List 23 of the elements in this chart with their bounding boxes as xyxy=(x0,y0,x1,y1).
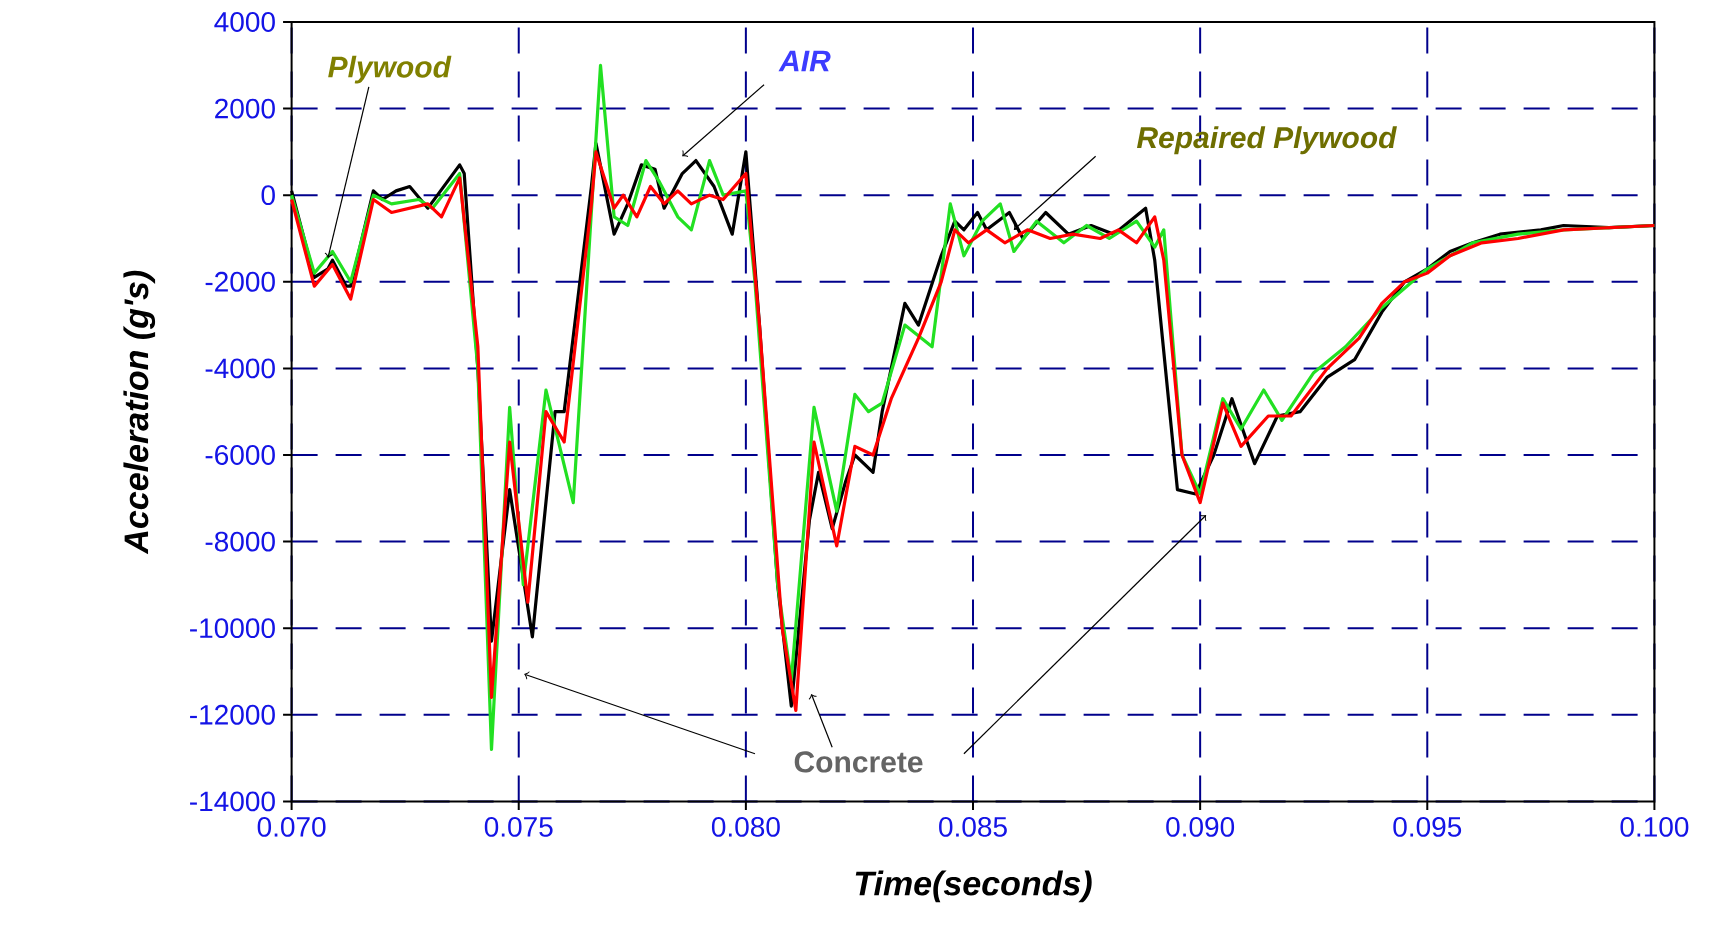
y-tick-label: -12000 xyxy=(190,704,275,725)
x-axis-title: Time(seconds) xyxy=(855,870,1092,903)
y-tick-label: -6000 xyxy=(205,445,275,465)
annotation: AIR xyxy=(778,50,831,72)
y-tick-label: -2000 xyxy=(205,271,275,292)
x-tick-label: 0.070 xyxy=(257,816,326,837)
x-tick-label: 0.080 xyxy=(711,816,780,837)
x-tick-label: 0.090 xyxy=(1166,816,1235,837)
y-axis-title: Acceleration (g's) xyxy=(123,270,156,555)
y-tick-label: -8000 xyxy=(205,531,275,552)
annotation: Repaired Plywood xyxy=(1136,126,1397,155)
y-tick-label: -4000 xyxy=(205,358,275,379)
y-tick-label: -14000 xyxy=(190,791,275,812)
y-tick-label: -10000 xyxy=(190,618,275,639)
y-tick-label: 0 xyxy=(261,185,275,206)
x-tick-label: 0.095 xyxy=(1393,816,1462,837)
y-tick-label: 2000 xyxy=(215,98,275,119)
x-tick-label: 0.085 xyxy=(939,816,1007,837)
y-tick-label: 4000 xyxy=(214,12,275,32)
x-tick-label: 0.075 xyxy=(484,816,553,837)
annotation: Plywood xyxy=(328,55,452,84)
x-tick-label: 0.100 xyxy=(1620,816,1689,837)
annotation: Concrete xyxy=(794,751,923,773)
